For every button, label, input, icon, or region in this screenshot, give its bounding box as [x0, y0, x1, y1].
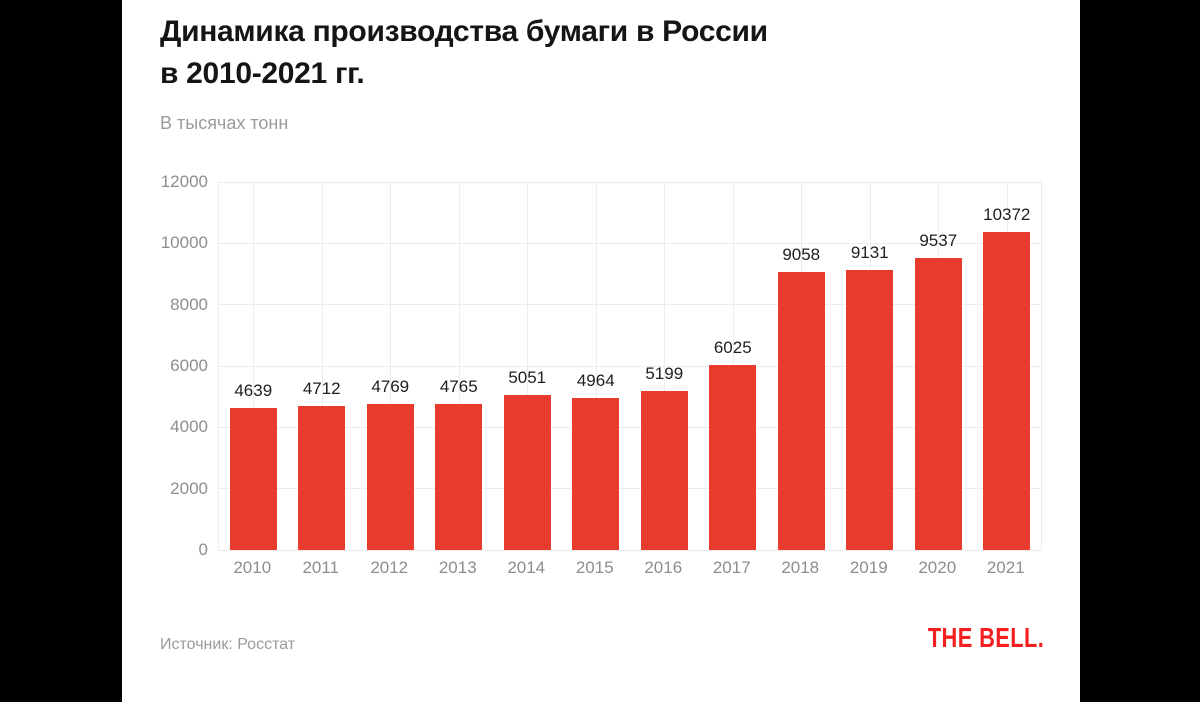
bar-cell-2012: 4769	[356, 182, 424, 550]
bar-cell-2010: 4639	[219, 182, 287, 550]
bar-cell-2016: 5199	[630, 182, 698, 550]
bar-cell-2019: 9131	[836, 182, 904, 550]
y-tick-label: 8000	[170, 294, 208, 314]
bar-2016	[640, 390, 688, 550]
bar-2021	[983, 231, 1031, 550]
bar-2012	[366, 403, 414, 550]
h-gridline	[219, 426, 1041, 428]
bar-value-label: 4964	[576, 370, 615, 390]
bar-2011	[298, 405, 345, 550]
page-title-line2: в 2010-2021 гг.	[160, 57, 365, 90]
v-gridline	[458, 182, 460, 550]
v-gridline	[664, 182, 666, 550]
bar-value-label: 9131	[850, 242, 889, 262]
bar-cell-2015: 4964	[562, 182, 630, 550]
the-bell-logo: THE BELL.	[927, 622, 1044, 653]
x-tick-label: 2015	[575, 558, 614, 577]
bar-2014	[503, 395, 551, 550]
x-tick-label: 2012	[370, 558, 409, 577]
h-gridline	[219, 549, 1041, 551]
h-gridline	[219, 242, 1041, 244]
plot-area: 4639 4712 4769 4765 5051 4964 5199 6025 9058 9131…	[218, 181, 1042, 551]
bar-chart: 0 2000 4000 6000 8000 10000 12000 4639 4712 4769…	[161, 172, 1042, 577]
bar-2010	[229, 407, 277, 550]
bar-2013	[435, 403, 483, 550]
bar-value-label: 5051	[508, 368, 547, 388]
y-tick-label: 6000	[170, 356, 208, 375]
bar-value-label: 9058	[782, 245, 821, 265]
x-tick-label: 2013	[438, 558, 477, 577]
bar-cell-2018: 9058	[767, 182, 835, 550]
y-tick-label: 2000	[170, 478, 208, 498]
bar-value-label: 9537	[919, 230, 958, 250]
bar-value-label: 10372	[983, 204, 1031, 224]
bar-cell-2020: 9537	[904, 182, 972, 550]
v-gridline	[321, 182, 323, 550]
page-title: Динамика производства бумаги в России в …	[160, 11, 1020, 95]
h-gridline	[219, 181, 1041, 183]
bar-2015	[572, 397, 620, 550]
v-gridline	[390, 182, 392, 550]
source-note: Источник: Росстат	[160, 636, 296, 653]
y-axis-labels: 0 2000 4000 6000 8000 10000 12000	[122, 172, 208, 559]
h-gridline	[219, 488, 1041, 490]
bar-value-label: 4712	[302, 378, 341, 398]
bar-value-label: 5199	[645, 363, 684, 383]
bar-2020	[914, 257, 962, 550]
bar-cell-2014: 5051	[493, 182, 561, 550]
h-gridline	[219, 304, 1041, 306]
bar-2017	[709, 365, 757, 550]
bar-cell-2011: 4712	[287, 182, 355, 550]
bar-cell-2013: 4765	[425, 182, 493, 550]
bar-value-label: 4769	[371, 376, 410, 396]
x-tick-label: 2014	[507, 558, 546, 577]
chart-card: Динамика производства бумаги в России в …	[122, 0, 1080, 702]
y-tick-label: 0	[198, 540, 208, 559]
bar-value-label: 4639	[234, 380, 273, 400]
bar-2019	[846, 269, 894, 550]
y-tick-label: 4000	[170, 417, 208, 437]
v-gridline	[527, 182, 529, 550]
bar-value-label: 6025	[713, 338, 752, 358]
chart-subtitle: В тысячах тонн	[160, 113, 289, 133]
v-gridline	[595, 182, 597, 550]
bar-2018	[777, 272, 825, 550]
x-tick-label: 2020	[918, 558, 957, 577]
bar-value-label: 4765	[439, 376, 478, 396]
y-tick-label: 10000	[160, 233, 208, 253]
x-tick-label: 2016	[644, 558, 683, 577]
x-tick-label: 2018	[781, 558, 820, 577]
x-tick-label: 2021	[986, 558, 1025, 577]
bar-cell-2017: 6025	[699, 182, 767, 550]
h-gridline	[219, 365, 1041, 367]
page-title-line1: Динамика производства бумаги в России	[160, 15, 768, 48]
x-tick-label: 2011	[302, 558, 339, 577]
y-tick-label: 12000	[160, 172, 208, 191]
x-tick-label: 2019	[849, 558, 888, 577]
x-tick-label: 2017	[712, 558, 751, 577]
x-tick-label: 2010	[233, 558, 272, 577]
bar-cell-2021: 10372	[973, 182, 1041, 550]
x-axis-labels: 2010 2011 2012 2013 2014 2015 2016 2017 2018 2019…	[218, 558, 1040, 582]
v-gridline	[253, 182, 255, 550]
